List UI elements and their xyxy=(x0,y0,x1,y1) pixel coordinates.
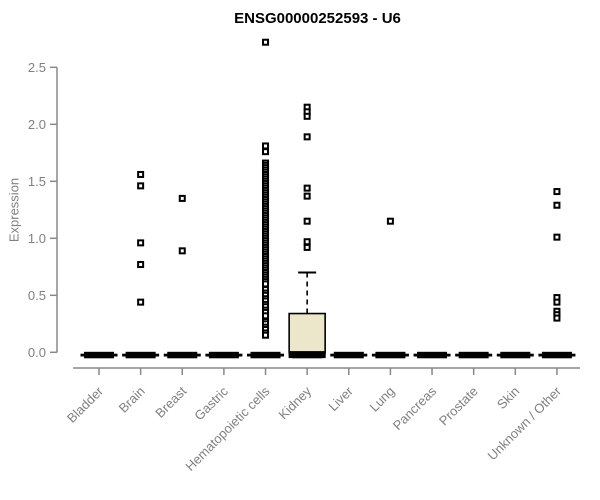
data-point xyxy=(262,331,270,339)
data-point xyxy=(553,298,561,306)
zero-bar xyxy=(125,351,156,359)
data-point xyxy=(303,112,311,120)
y-tick-label: 0.5 xyxy=(28,288,46,303)
data-point xyxy=(137,182,145,190)
data-point xyxy=(303,133,311,141)
zero-bar xyxy=(541,351,572,359)
data-point xyxy=(262,148,270,156)
x-tick-label: Breast xyxy=(152,383,189,420)
y-tick-label: 0.0 xyxy=(28,345,46,360)
data-point xyxy=(178,194,186,202)
data-point xyxy=(553,314,561,322)
y-axis: 0.0 0.5 1.0 1.5 2.0 2.5 xyxy=(28,60,58,360)
data-point xyxy=(553,188,561,196)
data-point xyxy=(262,38,270,46)
zero-bar xyxy=(375,351,406,359)
data-point xyxy=(137,239,145,247)
x-tick-label: Brain xyxy=(116,384,148,416)
data-point xyxy=(137,170,145,178)
y-tick-label: 2.5 xyxy=(28,60,46,75)
zero-bar xyxy=(333,351,364,359)
data-point xyxy=(303,238,311,246)
x-tick-label: Skin xyxy=(494,384,522,412)
x-tick-label: Bladder xyxy=(64,383,107,426)
category-brain xyxy=(122,170,160,359)
y-tick-label: 1.0 xyxy=(28,231,46,246)
zero-bar xyxy=(208,351,239,359)
category-skin xyxy=(496,351,534,359)
data-point xyxy=(553,233,561,241)
category-liver xyxy=(330,351,368,359)
zero-bar xyxy=(500,351,531,359)
x-tick-label: Liver xyxy=(325,383,356,414)
box xyxy=(288,312,326,354)
category-breast xyxy=(163,194,201,359)
category-prostate xyxy=(455,351,493,359)
data-point xyxy=(386,217,394,225)
category-gastric xyxy=(205,351,243,359)
data-point xyxy=(262,312,270,320)
y-tick-label: 2.0 xyxy=(28,117,46,132)
x-tick-label: Unknown / Other xyxy=(484,383,564,463)
data-point xyxy=(137,298,145,306)
x-tick-label: Gastric xyxy=(191,383,231,423)
zero-bar xyxy=(167,351,198,359)
zero-bar xyxy=(417,351,448,359)
category-unknown-other xyxy=(538,188,576,359)
zero-bar xyxy=(84,351,114,359)
category-pancreas xyxy=(413,351,451,359)
median-line xyxy=(288,351,326,359)
data-point xyxy=(262,280,270,288)
y-tick-label: 1.5 xyxy=(28,174,46,189)
category-lung xyxy=(371,217,409,359)
data-point xyxy=(303,243,311,251)
category-bladder xyxy=(80,351,118,359)
data-point xyxy=(178,247,186,255)
x-tick-label: Kidney xyxy=(276,383,315,422)
data-point xyxy=(303,217,311,225)
category-hematopoietic-cells xyxy=(247,38,285,359)
x-tick-label: Prostate xyxy=(436,384,481,429)
data-point xyxy=(303,192,311,200)
zero-bar xyxy=(250,351,281,359)
data-point xyxy=(137,261,145,269)
x-tick-label: Lung xyxy=(366,384,397,415)
data-point xyxy=(303,184,311,192)
data-point xyxy=(262,142,270,150)
zero-bar xyxy=(458,351,489,359)
x-tick-label: Pancreas xyxy=(390,383,440,433)
category-kidney xyxy=(288,103,326,359)
data-point xyxy=(553,201,561,209)
chart-title: ENSG00000252593 - U6 xyxy=(234,10,401,27)
